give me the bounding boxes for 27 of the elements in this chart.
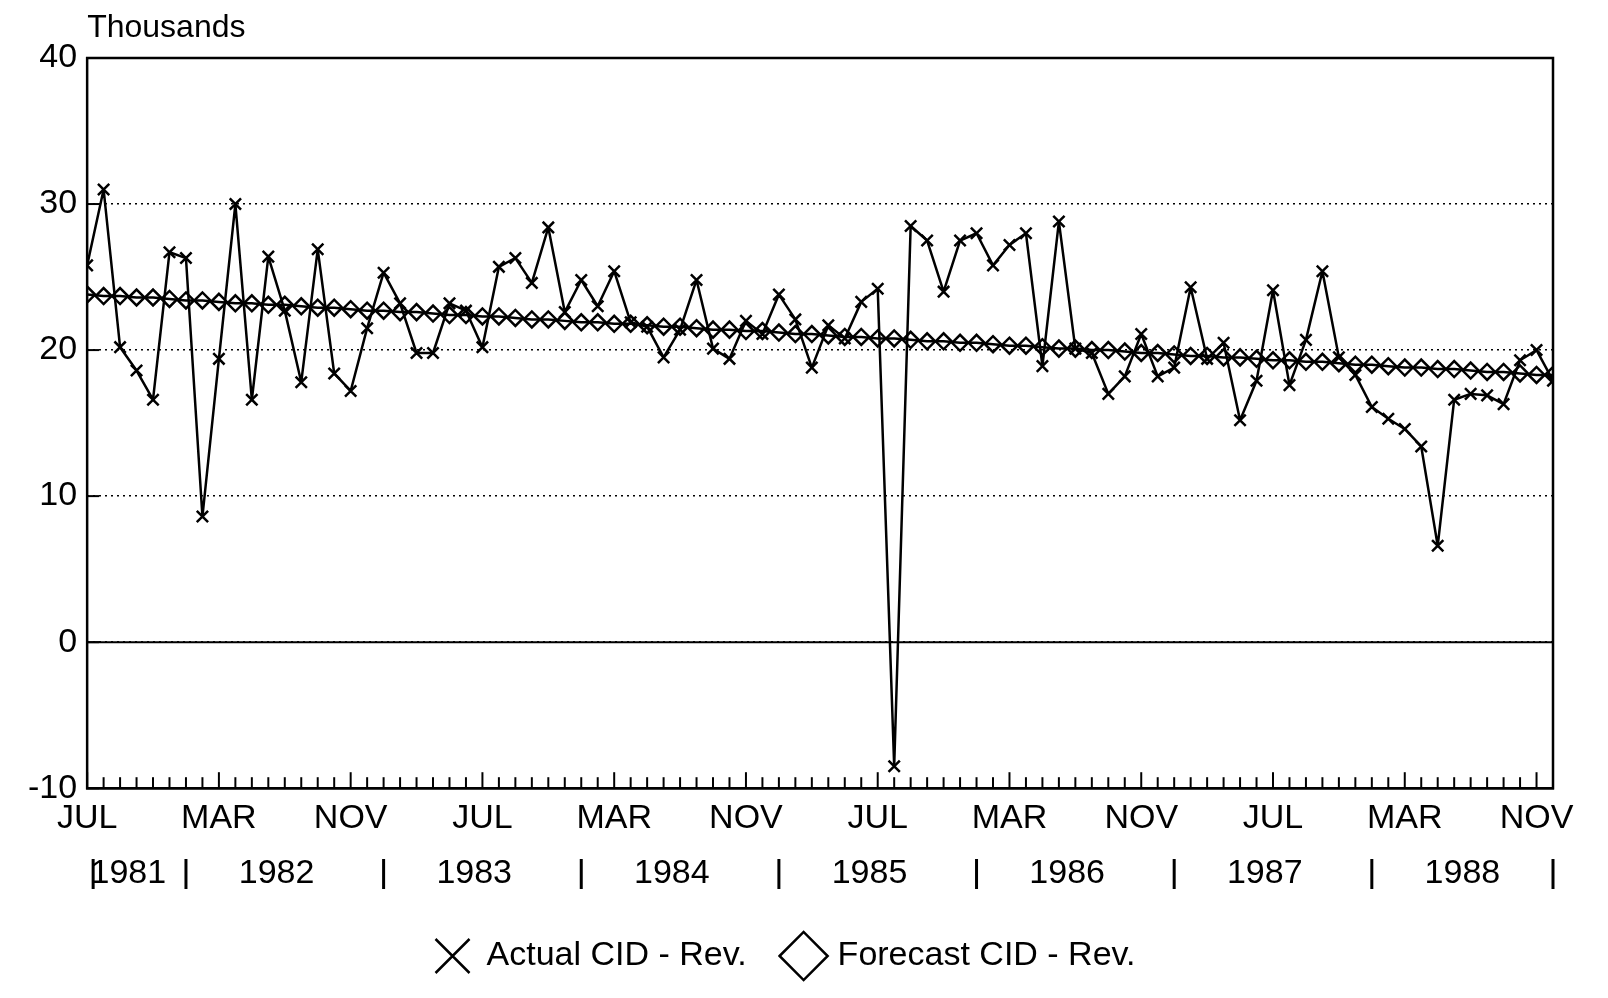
text: 1985 (831, 852, 908, 891)
text: 1982 (238, 852, 315, 891)
legend-label: Actual CID - Rev. (486, 934, 747, 973)
x-tick-label: MAR (1366, 796, 1443, 835)
y-tick-label: 10 (39, 474, 78, 513)
text: 1988 (1424, 852, 1501, 891)
x-tick-label: JUL (452, 796, 513, 835)
legend-label: Forecast CID - Rev. (837, 934, 1136, 973)
x-tick-label: NOV (313, 796, 388, 835)
x-tick-label: MAR (971, 796, 1048, 835)
x-tick-label: NOV (1499, 796, 1574, 835)
text: 1987 (1226, 852, 1303, 891)
x-tick-label: MAR (181, 796, 257, 835)
y-axis-title: Thousands (87, 7, 246, 44)
x-tick-label: JUL (1242, 796, 1304, 835)
y-tick-label: -10 (28, 766, 78, 805)
text: 1984 (634, 852, 710, 891)
y-tick-label: 30 (39, 182, 78, 221)
x-tick-label: NOV (709, 796, 784, 835)
y-tick-label: 20 (39, 328, 78, 367)
x-tick-label: JUL (847, 796, 908, 835)
text: 1986 (1029, 852, 1105, 891)
x-tick-label: MAR (576, 796, 652, 835)
text: 1983 (436, 852, 513, 891)
y-tick-label: 0 (58, 620, 78, 659)
y-tick-label: 40 (39, 36, 78, 75)
x-tick-label: NOV (1104, 796, 1179, 835)
